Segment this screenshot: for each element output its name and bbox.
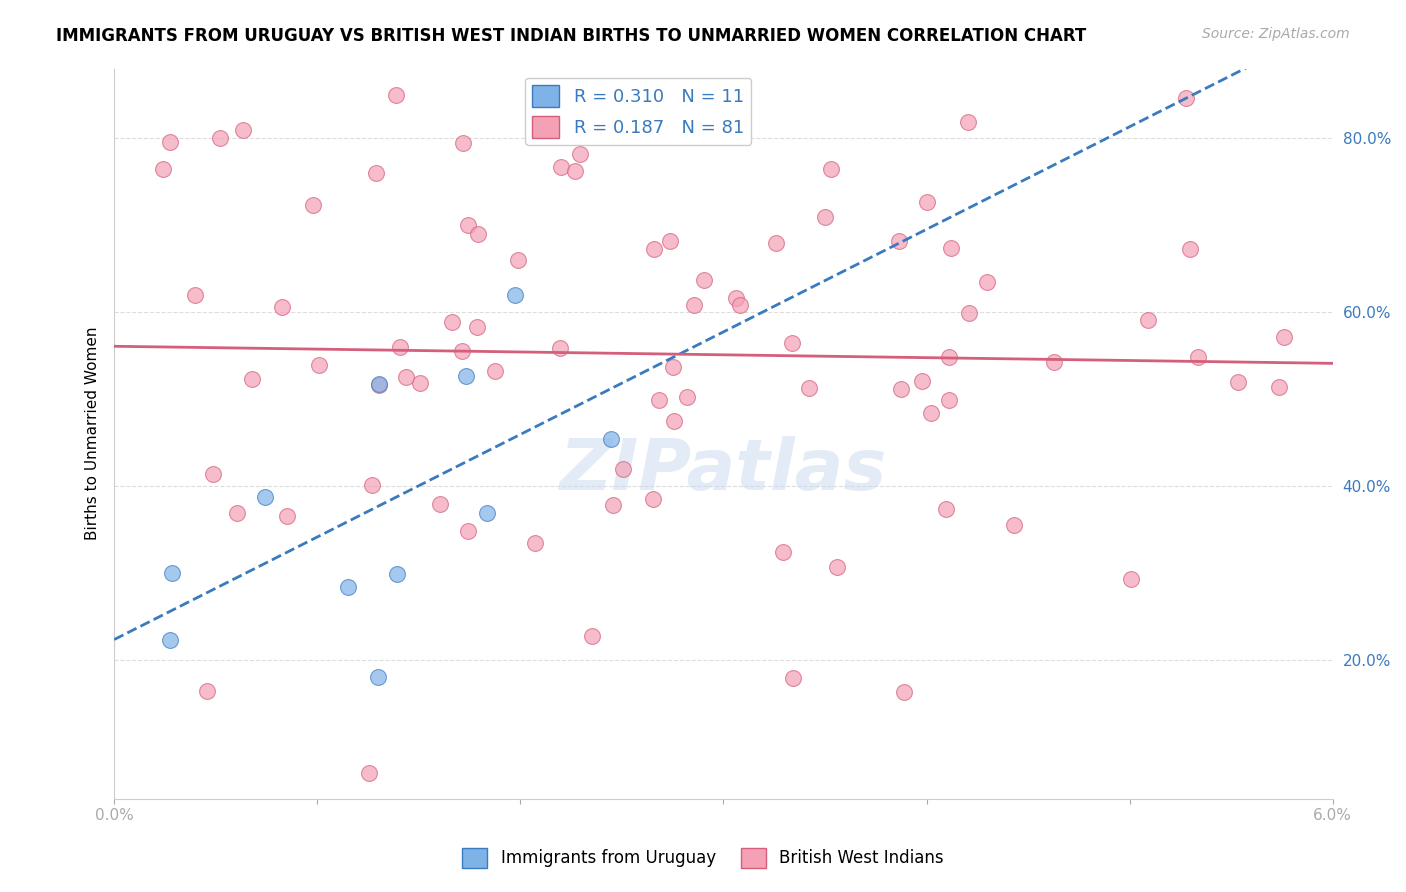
Legend: R = 0.310   N = 11, R = 0.187   N = 81: R = 0.310 N = 11, R = 0.187 N = 81 <box>524 78 751 145</box>
British West Indians <box>648 392 671 407</box>
British West Indians <box>159 135 181 149</box>
British West Indians <box>195 684 218 698</box>
Text: IMMIGRANTS FROM URUGUAY VS BRITISH WEST INDIAN BIRTHS TO UNMARRIED WOMEN CORRELA: IMMIGRANTS FROM URUGUAY VS BRITISH WEST … <box>56 27 1087 45</box>
British West Indians <box>242 372 264 386</box>
British West Indians <box>366 166 388 180</box>
British West Indians <box>1187 351 1209 365</box>
British West Indians <box>388 340 411 354</box>
British West Indians <box>820 162 842 177</box>
British West Indians <box>1137 313 1160 327</box>
Immigrants from Uruguay <box>385 567 408 582</box>
British West Indians <box>550 160 572 174</box>
British West Indians <box>1226 375 1249 389</box>
British West Indians <box>957 115 980 129</box>
Text: ZIPatlas: ZIPatlas <box>560 435 887 505</box>
British West Indians <box>276 508 298 523</box>
British West Indians <box>581 629 603 643</box>
British West Indians <box>451 343 474 358</box>
Y-axis label: Births to Unmarried Women: Births to Unmarried Women <box>86 326 100 541</box>
British West Indians <box>683 298 706 312</box>
British West Indians <box>564 164 586 178</box>
Immigrants from Uruguay <box>367 377 389 392</box>
Immigrants from Uruguay <box>254 491 277 505</box>
British West Indians <box>890 382 912 396</box>
British West Indians <box>484 364 506 378</box>
British West Indians <box>1268 380 1291 394</box>
British West Indians <box>357 765 380 780</box>
British West Indians <box>302 198 325 212</box>
British West Indians <box>429 497 451 511</box>
British West Indians <box>889 235 911 249</box>
British West Indians <box>202 467 225 481</box>
British West Indians <box>360 478 382 492</box>
British West Indians <box>676 390 699 404</box>
British West Indians <box>550 342 572 356</box>
British West Indians <box>728 298 751 312</box>
Immigrants from Uruguay <box>454 368 477 383</box>
British West Indians <box>152 161 174 176</box>
British West Indians <box>643 242 665 256</box>
Immigrants from Uruguay <box>160 566 183 581</box>
British West Indians <box>693 273 716 287</box>
Immigrants from Uruguay <box>367 670 389 684</box>
British West Indians <box>409 376 432 390</box>
British West Indians <box>612 461 634 475</box>
British West Indians <box>910 375 932 389</box>
British West Indians <box>184 288 207 302</box>
British West Indians <box>568 146 591 161</box>
Legend: Immigrants from Uruguay, British West Indians: Immigrants from Uruguay, British West In… <box>456 841 950 875</box>
British West Indians <box>226 506 249 520</box>
British West Indians <box>920 406 942 420</box>
British West Indians <box>440 314 463 328</box>
British West Indians <box>957 306 980 320</box>
British West Indians <box>799 381 821 395</box>
British West Indians <box>523 536 546 550</box>
British West Indians <box>395 370 418 384</box>
British West Indians <box>662 414 685 428</box>
Immigrants from Uruguay <box>600 432 623 446</box>
British West Indians <box>893 685 915 699</box>
British West Indians <box>208 130 231 145</box>
Immigrants from Uruguay <box>503 287 526 301</box>
Text: Source: ZipAtlas.com: Source: ZipAtlas.com <box>1202 27 1350 41</box>
British West Indians <box>1042 355 1064 369</box>
British West Indians <box>772 545 794 559</box>
British West Indians <box>1175 91 1198 105</box>
British West Indians <box>725 291 748 305</box>
British West Indians <box>782 672 804 686</box>
British West Indians <box>938 392 960 407</box>
British West Indians <box>367 378 389 392</box>
British West Indians <box>385 87 408 102</box>
Immigrants from Uruguay <box>159 632 181 647</box>
British West Indians <box>915 194 938 209</box>
British West Indians <box>271 301 294 315</box>
British West Indians <box>457 218 479 232</box>
British West Indians <box>780 335 803 350</box>
British West Indians <box>814 210 837 224</box>
British West Indians <box>935 502 957 516</box>
British West Indians <box>1002 518 1025 533</box>
British West Indians <box>465 320 488 334</box>
British West Indians <box>508 252 530 267</box>
British West Indians <box>661 360 683 375</box>
British West Indians <box>827 559 849 574</box>
British West Indians <box>467 227 489 241</box>
British West Indians <box>643 491 665 506</box>
Immigrants from Uruguay <box>475 506 498 520</box>
Immigrants from Uruguay <box>337 580 360 594</box>
British West Indians <box>939 241 962 255</box>
British West Indians <box>976 275 998 289</box>
British West Indians <box>1272 330 1295 344</box>
British West Indians <box>602 498 624 512</box>
British West Indians <box>1119 572 1142 586</box>
British West Indians <box>308 358 330 372</box>
British West Indians <box>659 235 682 249</box>
British West Indians <box>232 123 254 137</box>
British West Indians <box>451 136 474 150</box>
British West Indians <box>938 350 960 364</box>
British West Indians <box>1180 242 1202 256</box>
British West Indians <box>457 524 479 538</box>
British West Indians <box>765 236 787 251</box>
